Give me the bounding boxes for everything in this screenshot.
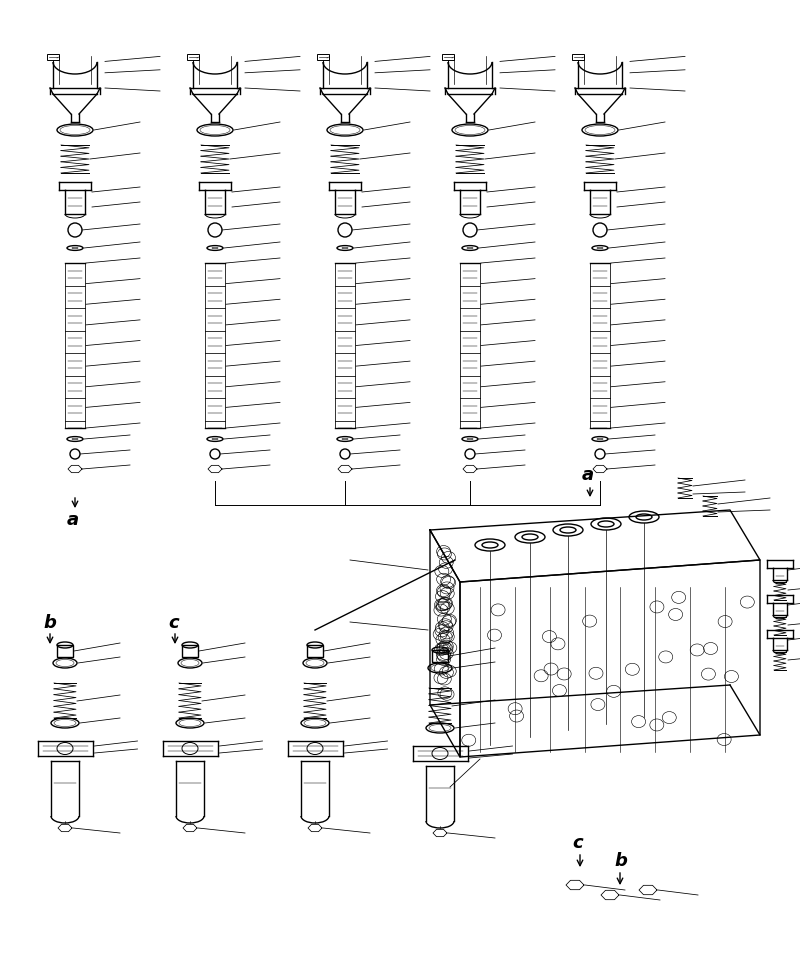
Text: a: a xyxy=(582,466,594,484)
Bar xyxy=(432,650,448,662)
Text: b: b xyxy=(614,852,627,870)
Bar xyxy=(182,645,198,657)
Text: c: c xyxy=(572,834,582,852)
Bar xyxy=(187,54,199,60)
Bar xyxy=(317,54,329,60)
Text: b: b xyxy=(43,614,56,632)
Bar xyxy=(307,645,323,657)
Bar xyxy=(47,54,59,60)
Bar xyxy=(572,54,584,60)
Text: a: a xyxy=(67,511,79,529)
Bar xyxy=(442,54,454,60)
Bar xyxy=(57,645,73,657)
Text: c: c xyxy=(168,614,178,632)
